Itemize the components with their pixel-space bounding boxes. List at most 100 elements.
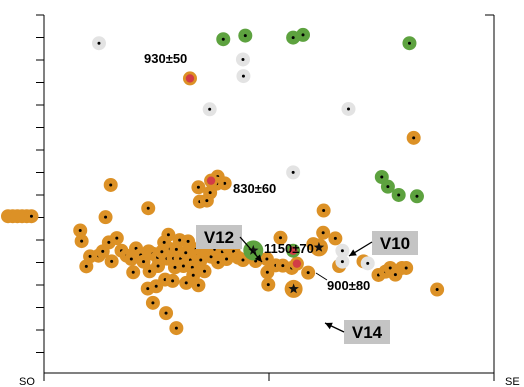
data-point-center [80,239,84,243]
data-point-center [203,269,207,273]
data-point-center [115,236,119,240]
data-point-center [366,261,370,265]
data-point-center [281,264,285,268]
data-point-center [208,191,212,195]
data-point-center [174,326,178,330]
vessel-arrow-head [254,254,262,262]
data-point-center [171,279,175,283]
data-point-center [404,266,408,270]
data-point-center [78,228,82,232]
data-point-center [265,257,269,261]
data-point-center [166,233,170,237]
date-arrow-line [315,272,328,281]
data-point-center [154,284,158,288]
data-point-center [181,264,185,268]
data-point-center [196,185,200,189]
data-point-center [129,257,133,261]
data-point-center [412,136,416,140]
data-point-center [435,288,439,292]
data-point-center [208,107,212,111]
data-point-center [104,215,108,219]
data-point-center [186,239,190,243]
data-point-center [243,34,247,38]
data-point-center [199,258,203,262]
annotations: 930±50 830±60 1150±70 900±80 V12 V10 V14 [144,51,418,344]
vessel-label: V12 [204,228,234,247]
data-point-center [223,181,227,185]
data-point-center [205,199,209,203]
data-point-center [241,74,245,78]
data-point-center [173,265,177,269]
data-point-center [109,183,113,187]
data-point-center [306,271,310,275]
data-point-center [241,57,245,61]
dated-sample-dot [292,259,302,268]
data-point-center [184,281,188,285]
data-point-center [241,258,245,262]
data-point-center [321,231,325,235]
vessel-label-box [344,320,390,344]
data-point-center [225,257,229,261]
vessel-star-marker [313,241,325,252]
data-point-center [190,265,194,269]
data-point-center [291,36,295,40]
data-point-center [209,255,213,259]
date-label: 930±50 [144,51,187,66]
vessel-label-box [196,225,242,249]
data-point-center [380,175,384,179]
data-point-center [407,41,411,45]
data-point-center [266,283,270,287]
data-point-center [162,240,166,244]
data-point-center [415,194,419,198]
data-point-center [131,270,135,274]
x-axis-left-label: SO [19,376,35,387]
data-point-center [110,259,114,263]
date-label: 1150±70 [264,241,314,256]
data-point-center [265,270,269,274]
data-point-center [388,266,392,270]
data-point-center [346,107,350,111]
data-point-center [134,246,138,250]
axes [36,14,495,381]
data-points [1,27,445,336]
data-point-center [278,236,282,240]
data-point-center [216,260,220,264]
data-point-center [397,193,401,197]
dated-sample-dot [288,246,298,255]
data-point-center [178,238,182,242]
data-point-center [184,251,188,255]
data-point-center [340,249,344,253]
data-point-center [340,260,344,264]
data-point-center [333,236,337,240]
data-point-center [156,264,160,268]
vessel-arrow-head [349,249,357,256]
data-point-center [301,33,305,37]
data-point-center [393,273,397,277]
dated-sample-dot [206,176,216,185]
data-point-center [88,254,92,258]
data-point-center [291,170,295,174]
vessel-star-marker [288,283,299,294]
data-point-center [322,209,326,213]
data-point-center [221,37,225,41]
vessel-label-box [372,231,418,255]
data-point-center [191,273,195,277]
data-point-center [160,250,164,254]
data-point-center [146,287,150,291]
vessel-star-marker [248,244,259,255]
data-point-center [84,264,88,268]
vessel-label: V14 [352,323,383,342]
x-axis-right-label: SE [505,376,520,387]
data-point-center [254,259,258,263]
data-point-center [142,260,146,264]
data-point-center [196,283,200,287]
vessel-label: V10 [380,234,410,253]
data-point-center [146,206,150,210]
data-point-center [148,269,152,273]
data-point-center [174,247,178,251]
data-point-center [164,311,168,315]
data-point-center [29,214,33,218]
date-label: 830±60 [233,181,276,196]
data-point-center [107,240,111,244]
